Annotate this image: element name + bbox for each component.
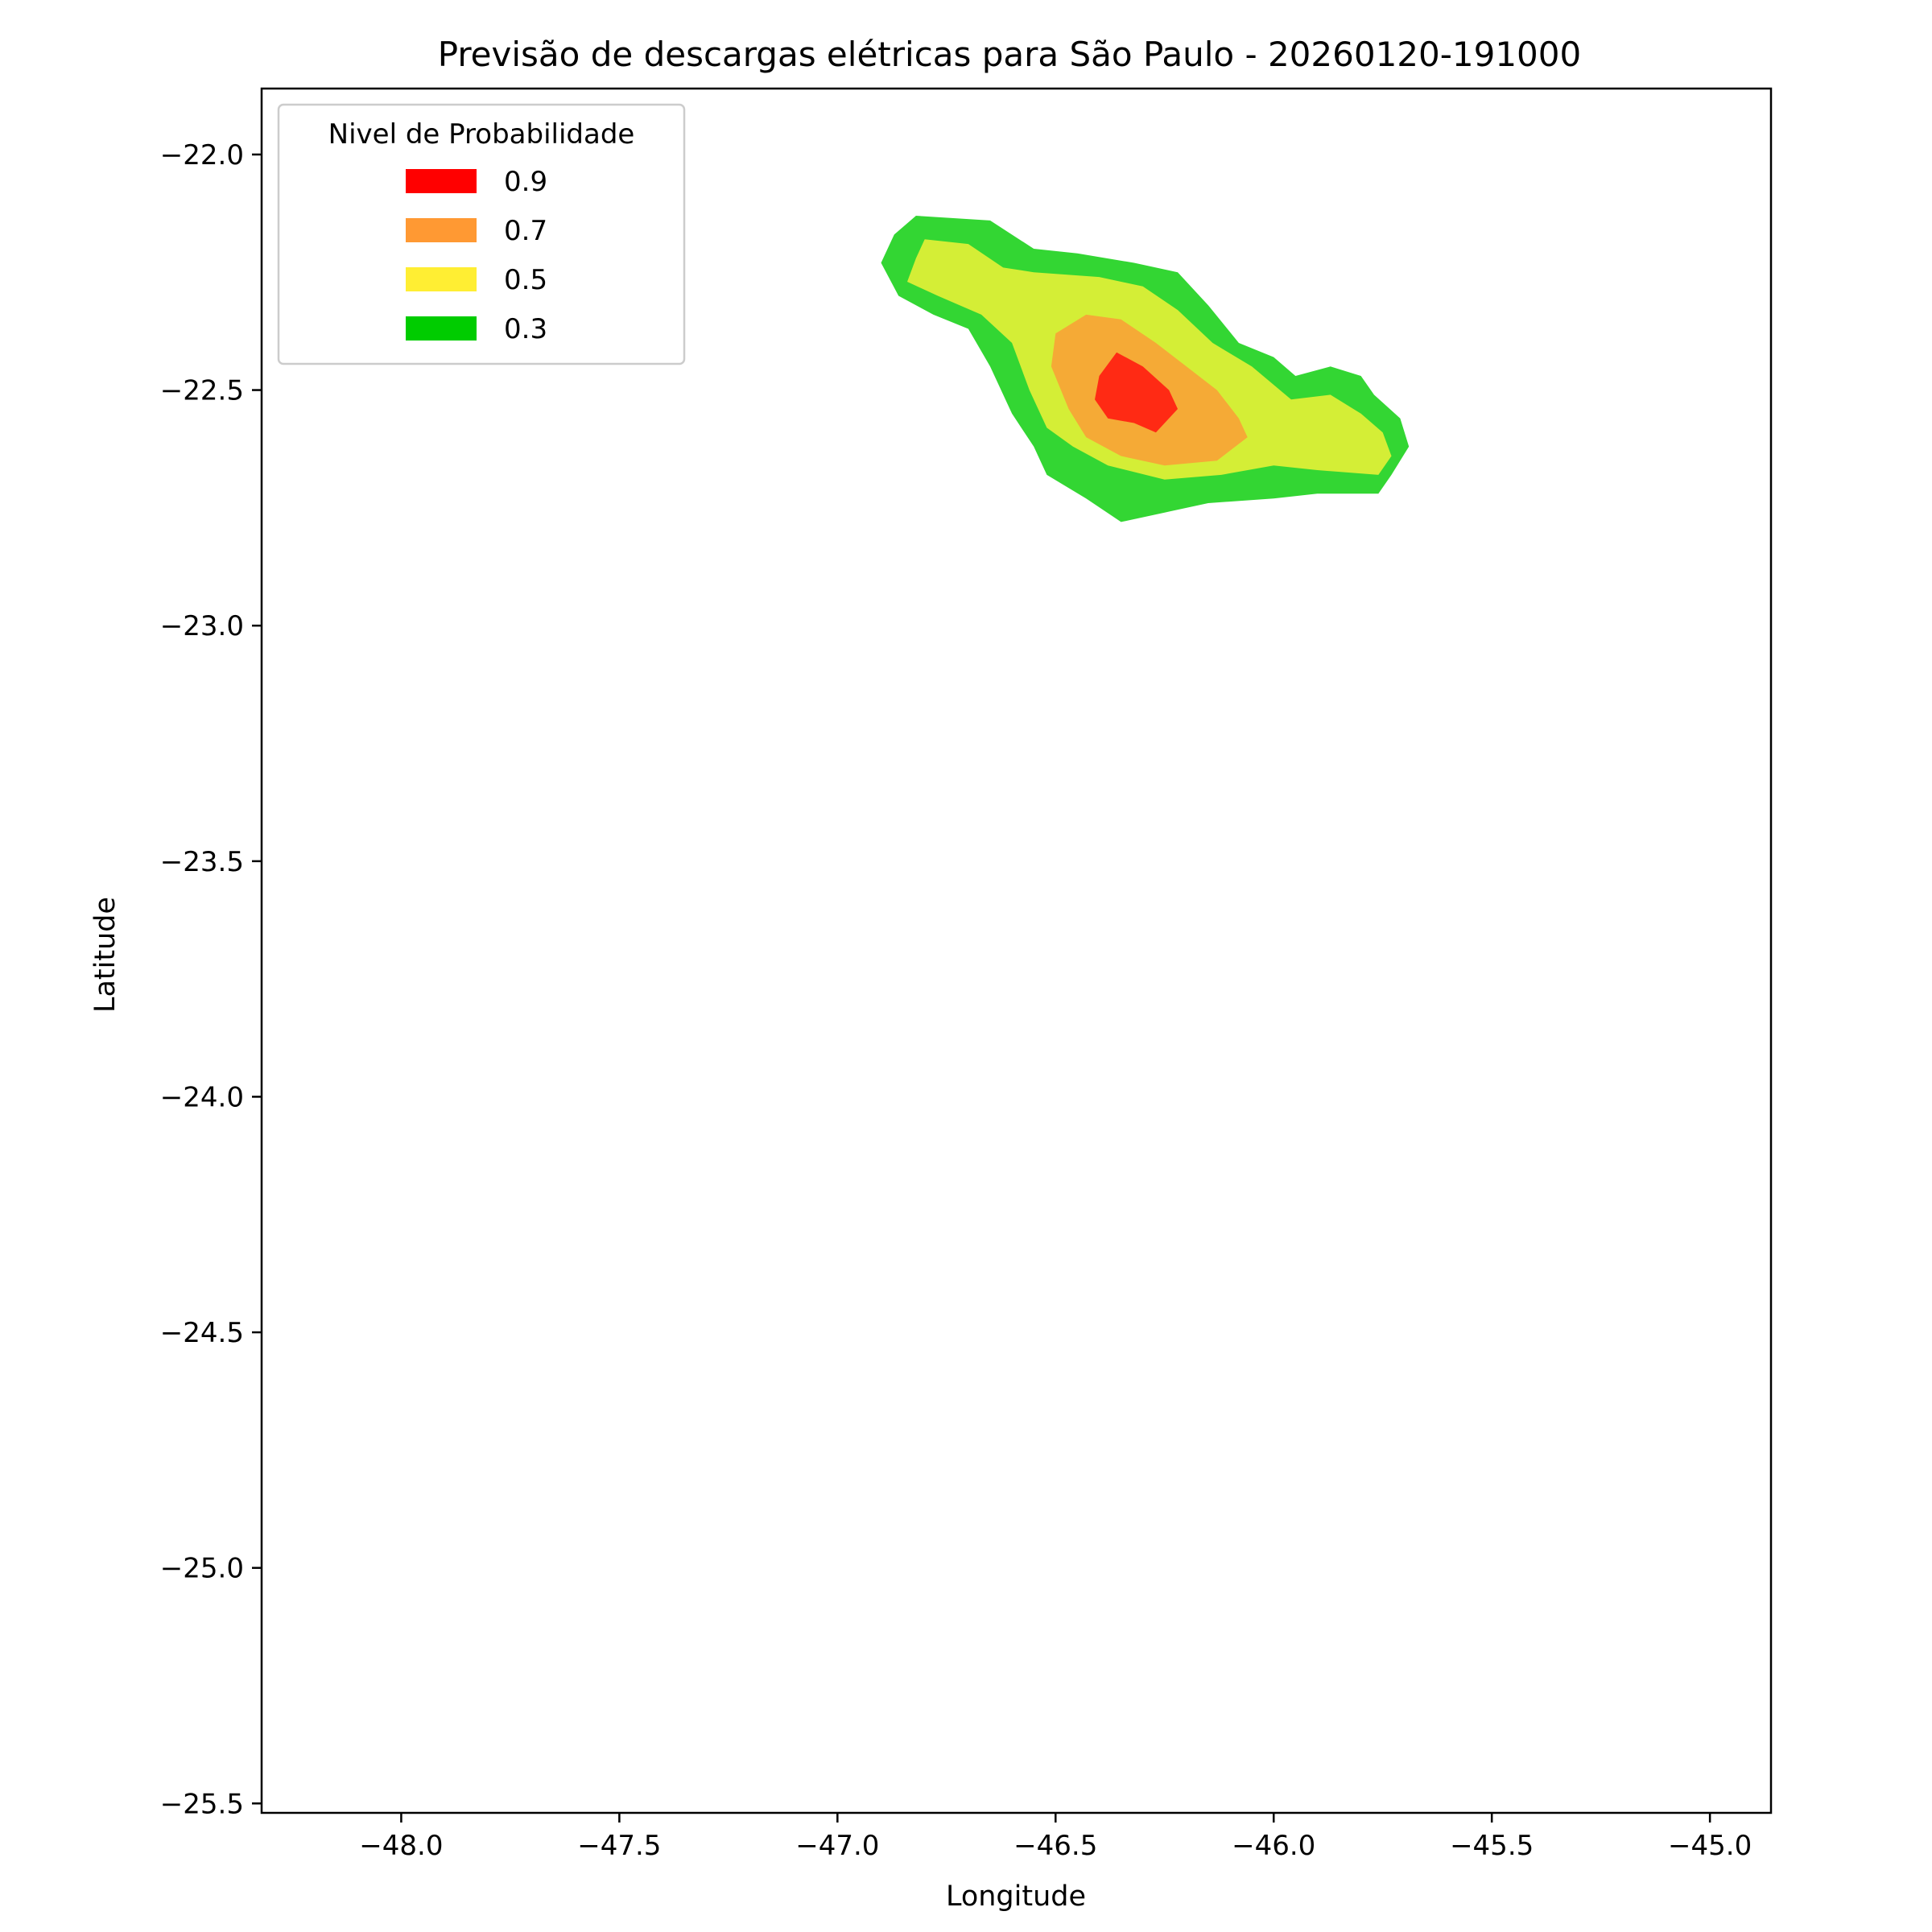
y-tick-label: −23.0 — [160, 610, 244, 642]
chart-title: Previsão de descargas elétricas para São… — [438, 35, 1581, 74]
y-tick-label: −23.5 — [160, 846, 244, 878]
x-tick-label: −46.5 — [1013, 1830, 1097, 1862]
x-tick-label: −48.0 — [359, 1830, 443, 1862]
legend-swatch — [406, 267, 477, 291]
y-axis-label: Latitude — [89, 897, 122, 1013]
legend-swatch — [406, 169, 477, 193]
legend: Nivel de Probabilidade 0.9 0.7 0.5 0.3 — [277, 103, 686, 365]
legend-title: Nivel de Probabilidade — [328, 118, 635, 151]
legend-label: 0.9 — [504, 166, 547, 198]
y-tick-label: −24.5 — [160, 1317, 244, 1349]
x-axis-label: Longitude — [946, 1880, 1086, 1913]
y-tick-label: −22.5 — [160, 375, 244, 407]
x-axis: −48.0 −47.5 −47.0 −46.5 −46.0 −45.5 −45.0 — [359, 1813, 1752, 1862]
contour-level-0-9 — [1095, 352, 1178, 433]
legend-label: 0.7 — [504, 215, 547, 247]
y-tick-label: −22.0 — [160, 139, 244, 171]
y-tick-label: −25.5 — [160, 1788, 244, 1820]
legend-label: 0.5 — [504, 264, 547, 296]
y-tick-label: −25.0 — [160, 1553, 244, 1585]
x-tick-label: −46.0 — [1232, 1830, 1315, 1862]
y-tick-label: −24.0 — [160, 1081, 244, 1113]
legend-entries: 0.9 0.7 0.5 0.3 — [406, 166, 547, 345]
plot-frame — [260, 87, 1773, 1814]
contour-layers — [881, 216, 1410, 522]
legend-box — [277, 103, 686, 365]
x-tick-label: −45.5 — [1450, 1830, 1534, 1862]
y-axis: −22.0 −22.5 −23.0 −23.5 −24.0 −24.5 −25.0 −25.5 — [160, 139, 262, 1820]
legend-swatch — [406, 218, 477, 242]
x-tick-label: −47.5 — [577, 1830, 661, 1862]
x-tick-label: −45.0 — [1668, 1830, 1752, 1862]
legend-label: 0.3 — [504, 313, 547, 345]
legend-swatch — [406, 316, 477, 341]
x-tick-label: −47.0 — [795, 1830, 879, 1862]
